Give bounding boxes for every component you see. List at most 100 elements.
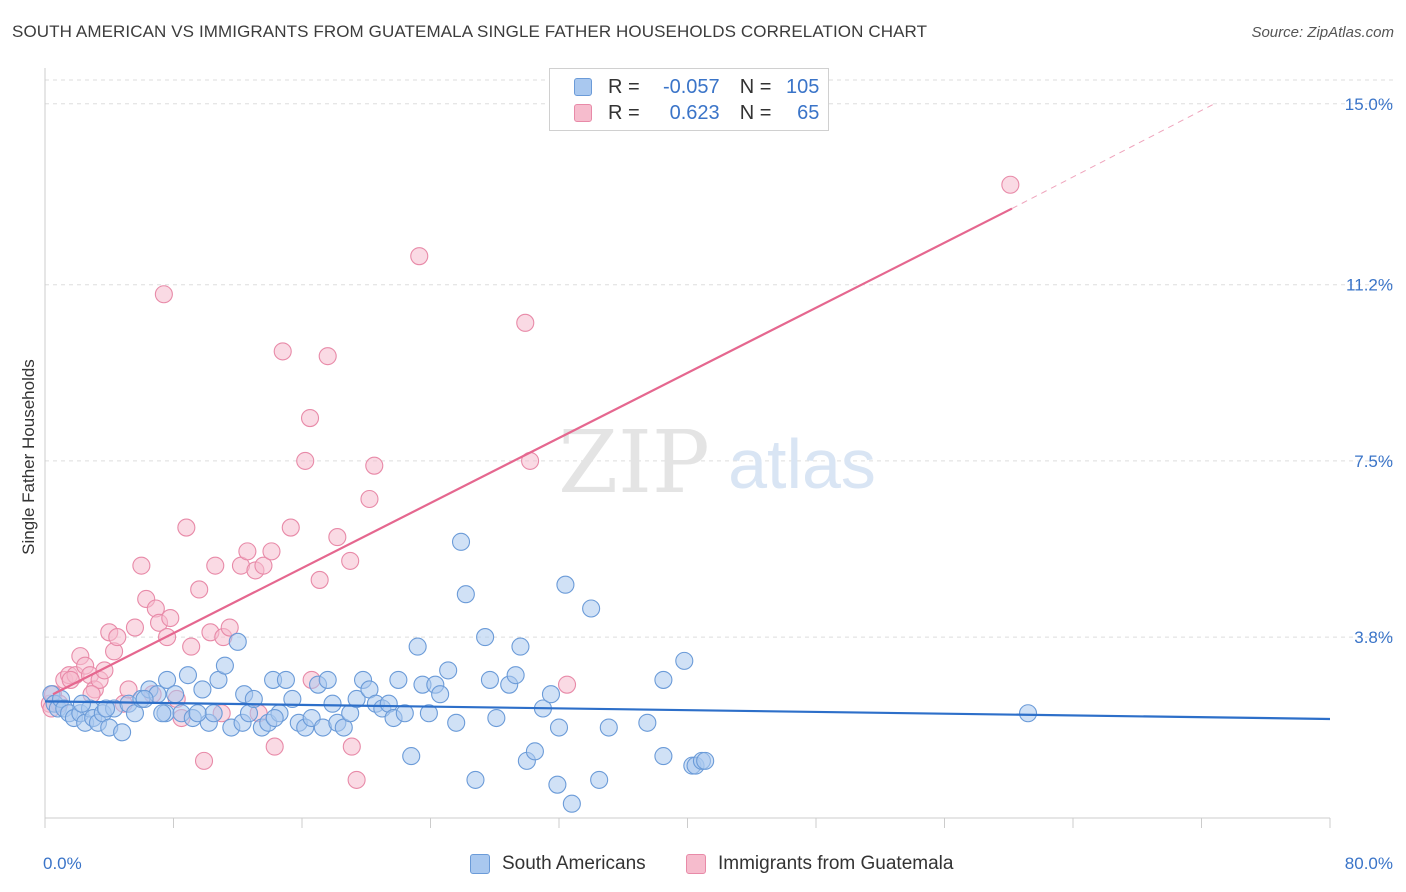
legend-r-label: R = bbox=[608, 101, 640, 124]
trendline-extension-guatemala bbox=[1011, 103, 1215, 209]
point-immigrants-from-guatemala bbox=[194, 751, 214, 770]
point-south-americans bbox=[466, 770, 485, 789]
point-immigrants-from-guatemala bbox=[516, 313, 535, 332]
point-south-americans bbox=[541, 685, 561, 704]
watermark-zip: ZIP bbox=[558, 413, 710, 513]
point-south-americans bbox=[562, 794, 581, 813]
trendline-south-americans bbox=[44, 700, 1331, 721]
point-south-americans bbox=[389, 670, 408, 689]
point-south-americans bbox=[72, 694, 91, 713]
point-south-americans bbox=[113, 723, 132, 742]
point-south-americans bbox=[166, 685, 185, 704]
point-immigrants-from-guatemala bbox=[161, 608, 180, 628]
point-south-americans bbox=[419, 704, 438, 723]
legend-r-value: -0.057 bbox=[662, 75, 720, 98]
point-south-americans bbox=[476, 628, 495, 647]
point-south-americans bbox=[696, 751, 715, 770]
point-immigrants-from-guatemala bbox=[154, 285, 173, 304]
point-south-americans bbox=[480, 670, 499, 689]
point-south-americans bbox=[347, 689, 366, 709]
point-south-americans bbox=[135, 689, 154, 709]
point-south-americans bbox=[318, 670, 337, 689]
point-immigrants-from-guatemala bbox=[108, 628, 127, 647]
point-immigrants-from-guatemala bbox=[220, 618, 239, 637]
watermark-atlas: atlas bbox=[728, 425, 876, 503]
point-south-americans bbox=[395, 704, 414, 723]
point-immigrants-from-guatemala bbox=[342, 737, 361, 756]
point-south-americans bbox=[654, 747, 673, 766]
series-name-guatemala: Immigrants from Guatemala bbox=[718, 853, 954, 874]
legend-r-label: R = bbox=[608, 75, 640, 98]
point-south-americans bbox=[487, 708, 506, 728]
source-credit: Source: ZipAtlas.com bbox=[1251, 24, 1394, 41]
point-south-americans bbox=[228, 632, 247, 651]
point-south-americans bbox=[556, 575, 575, 594]
point-south-americans bbox=[283, 689, 302, 709]
legend-r-value: 0.623 bbox=[669, 101, 720, 124]
legend-n-value: 65 bbox=[797, 101, 820, 124]
trendlines bbox=[44, 103, 1331, 721]
point-immigrants-from-guatemala bbox=[341, 551, 360, 570]
legend-n-label: N = bbox=[739, 101, 772, 124]
series-swatch-blue bbox=[470, 854, 490, 874]
point-south-americans bbox=[431, 685, 450, 704]
legend-swatch-pink bbox=[574, 104, 592, 122]
point-south-americans bbox=[408, 637, 427, 656]
point-immigrants-from-guatemala bbox=[262, 542, 281, 561]
point-south-americans bbox=[582, 599, 601, 618]
point-immigrants-from-guatemala bbox=[360, 489, 379, 509]
y-axis-title: Single Father Households bbox=[19, 359, 38, 555]
point-south-americans bbox=[654, 670, 673, 689]
trendline-immigrants-from-guatemala bbox=[52, 207, 1013, 696]
point-south-americans bbox=[265, 708, 284, 728]
point-south-americans bbox=[456, 585, 475, 604]
series-legend-south-americans: South Americans bbox=[470, 851, 646, 877]
point-south-americans bbox=[675, 651, 694, 670]
point-south-americans bbox=[439, 661, 458, 680]
point-south-americans bbox=[451, 532, 471, 551]
point-immigrants-from-guatemala bbox=[254, 556, 273, 575]
point-south-americans bbox=[153, 704, 172, 723]
y-tick-label: 7.5% bbox=[1354, 452, 1393, 471]
point-south-americans bbox=[506, 666, 525, 685]
point-south-americans bbox=[96, 699, 116, 718]
point-immigrants-from-guatemala bbox=[347, 770, 366, 789]
point-immigrants-from-guatemala bbox=[1001, 175, 1020, 194]
point-south-americans bbox=[178, 666, 198, 685]
series-south-americans bbox=[42, 532, 1038, 813]
point-immigrants-from-guatemala bbox=[296, 451, 315, 470]
chart-title: SOUTH AMERICAN VS IMMIGRANTS FROM GUATEM… bbox=[12, 22, 928, 41]
point-south-americans bbox=[511, 637, 530, 656]
series-name-south-americans: South Americans bbox=[502, 853, 646, 874]
legend-row-south-americans: R = -0.057 N = 105 bbox=[574, 75, 819, 99]
point-immigrants-from-guatemala bbox=[190, 580, 209, 599]
y-tick-label: 3.8% bbox=[1354, 628, 1393, 647]
point-south-americans bbox=[402, 747, 421, 766]
point-south-americans bbox=[158, 670, 177, 689]
point-south-americans bbox=[323, 694, 342, 713]
legend-row-guatemala: R = 0.623 N = 65 bbox=[574, 101, 819, 125]
point-immigrants-from-guatemala bbox=[132, 556, 151, 575]
point-immigrants-from-guatemala bbox=[318, 347, 337, 366]
x-tick-label-max: 80.0% bbox=[1345, 854, 1393, 873]
point-south-americans bbox=[276, 670, 295, 689]
legend-n-value: 105 bbox=[786, 75, 820, 98]
point-immigrants-from-guatemala bbox=[310, 570, 329, 589]
point-south-americans bbox=[590, 770, 609, 789]
x-tick-label-min: 0.0% bbox=[43, 854, 82, 873]
point-immigrants-from-guatemala bbox=[365, 456, 384, 475]
point-immigrants-from-guatemala bbox=[300, 409, 320, 428]
point-south-americans bbox=[193, 680, 212, 699]
point-immigrants-from-guatemala bbox=[281, 518, 300, 537]
point-immigrants-from-guatemala bbox=[273, 342, 292, 361]
point-south-americans bbox=[549, 718, 569, 737]
point-immigrants-from-guatemala bbox=[265, 737, 284, 756]
series-legend-guatemala: Immigrants from Guatemala bbox=[686, 851, 953, 877]
point-south-americans bbox=[1018, 704, 1038, 723]
correlation-legend: R = -0.057 N = 105 R = 0.623 N = 65 bbox=[549, 68, 829, 131]
point-south-americans bbox=[215, 656, 234, 675]
watermark: ZIP atlas bbox=[558, 413, 876, 513]
tick-labels: 3.8% 7.5% 11.2% 15.0% 0.0% 80.0% bbox=[43, 95, 1393, 873]
point-south-americans bbox=[548, 775, 567, 794]
